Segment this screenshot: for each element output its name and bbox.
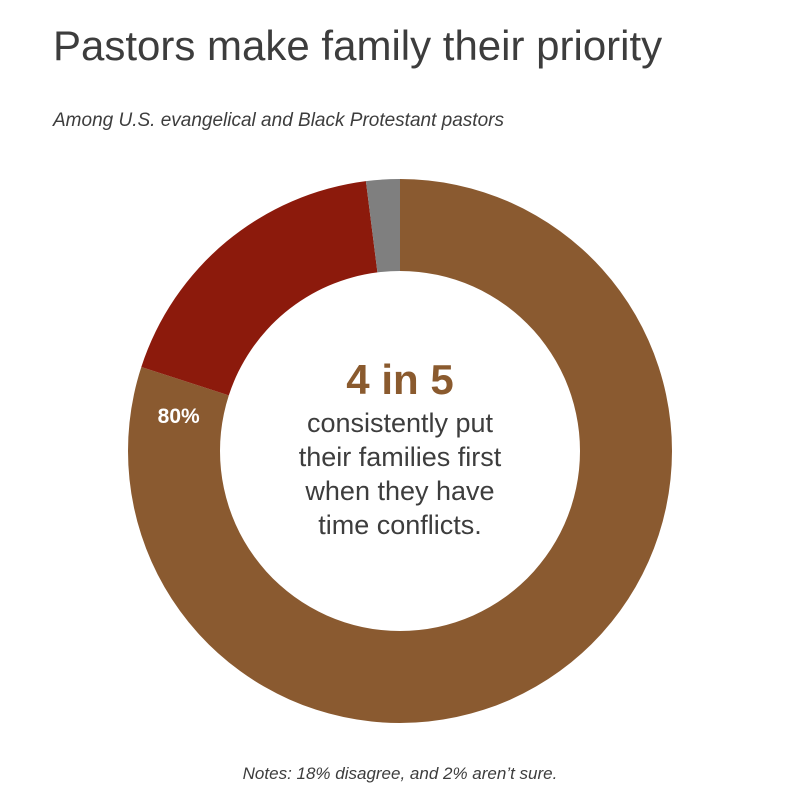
slice-agree — [128, 179, 672, 723]
center-headline: 4 in 5 — [346, 356, 454, 403]
chart-note: Notes: 18% disagree, and 2% aren’t sure. — [242, 764, 558, 783]
center-line-1: consistently put — [306, 408, 494, 438]
slice-not-sure — [365, 179, 400, 273]
slice-label-agree: 80% — [158, 405, 200, 428]
slice-disagree — [141, 181, 378, 396]
center-line-3: when they have — [305, 476, 495, 506]
center-description: consistently put their families first wh… — [250, 406, 550, 542]
chart-title: Pastors make family their priority — [53, 22, 663, 69]
center-line-4: time conflicts. — [318, 510, 482, 540]
chart-subtitle: Among U.S. evangelical and Black Protest… — [53, 110, 504, 131]
center-line-2: their families first — [298, 442, 502, 472]
